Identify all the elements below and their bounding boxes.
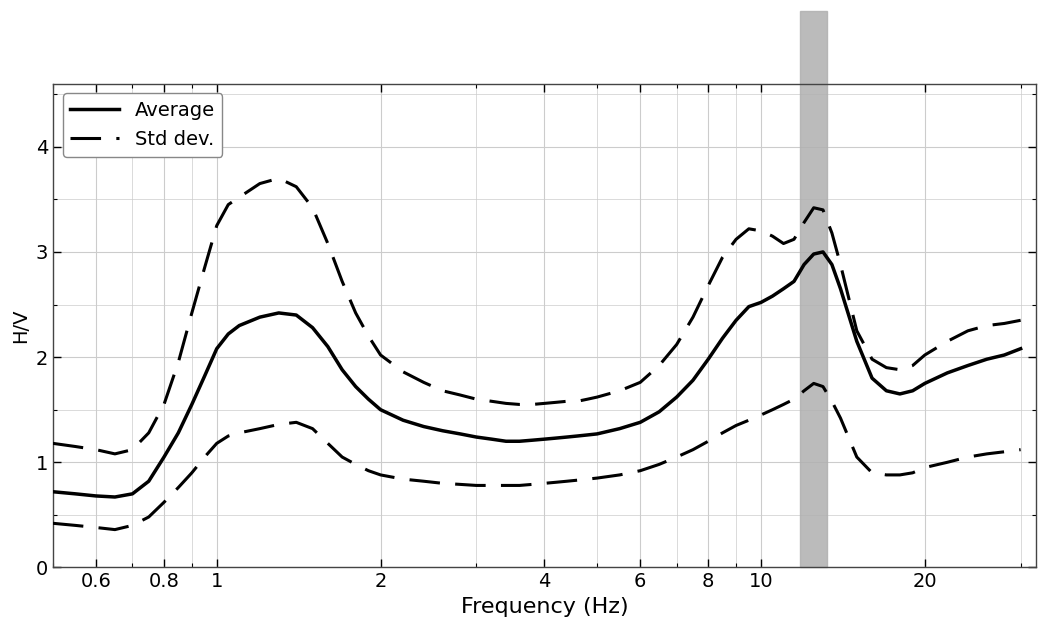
Std dev. [1015, 317, 1027, 324]
Std dev. [336, 278, 349, 285]
Line: Average: Average [53, 252, 1021, 497]
Std dev. [397, 368, 409, 376]
Std dev. [538, 399, 551, 407]
Average [526, 436, 538, 444]
Average [321, 343, 334, 350]
Std dev. [272, 175, 285, 182]
Std dev. [826, 229, 839, 237]
Std dev. [47, 440, 60, 447]
X-axis label: Frequency (Hz): Frequency (Hz) [461, 597, 628, 617]
Line: Std dev.: Std dev. [53, 178, 1021, 454]
Legend: Average, Std dev.: Average, Std dev. [63, 94, 222, 156]
Average [513, 438, 526, 445]
Average [817, 248, 829, 256]
Std dev. [109, 450, 121, 458]
Average [47, 488, 60, 495]
Average [1015, 345, 1027, 352]
Std dev. [158, 401, 171, 408]
Std dev. [526, 401, 538, 408]
Average [158, 453, 171, 461]
Y-axis label: H/V: H/V [12, 308, 30, 343]
Average [826, 261, 839, 268]
Average [374, 406, 386, 413]
Bar [800, 11, 826, 568]
Average [109, 493, 121, 501]
